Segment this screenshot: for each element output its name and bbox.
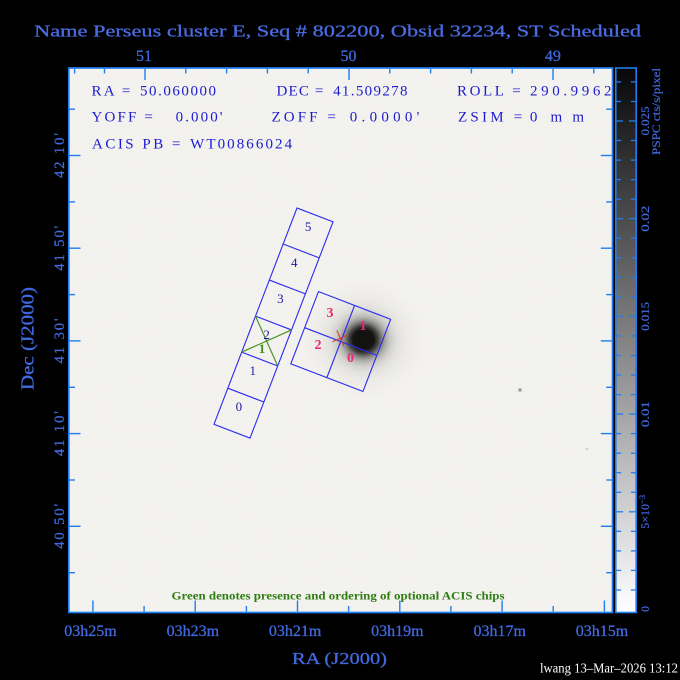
svg-text:DEC =: DEC = bbox=[277, 84, 324, 100]
svg-text:0.015: 0.015 bbox=[638, 302, 652, 331]
svg-text:0.01: 0.01 bbox=[638, 401, 652, 427]
svg-text:03h17m: 03h17m bbox=[473, 623, 526, 640]
svg-text:2: 2 bbox=[263, 327, 270, 342]
svg-text:0: 0 bbox=[236, 399, 243, 414]
svg-text:ACIS PB =: ACIS PB = bbox=[92, 137, 180, 153]
svg-text:RA (J2000): RA (J2000) bbox=[292, 649, 387, 668]
svg-text:RA =: RA = bbox=[92, 84, 131, 100]
svg-text:41.509278: 41.509278 bbox=[333, 84, 407, 100]
svg-text:5×10−3: 5×10−3 bbox=[637, 495, 652, 529]
svg-text:50.060000: 50.060000 bbox=[140, 84, 216, 100]
svg-text:03h25m: 03h25m bbox=[64, 623, 117, 640]
svg-text:ZSIM =: ZSIM = bbox=[458, 110, 522, 126]
svg-text:Green denotes presence and ord: Green denotes presence and ordering of o… bbox=[172, 589, 505, 603]
svg-text:03h19m: 03h19m bbox=[371, 623, 424, 640]
svg-text:WT00866024: WT00866024 bbox=[190, 137, 293, 153]
svg-text:50: 50 bbox=[341, 48, 357, 65]
svg-text:PSPC cts/s/pixel: PSPC cts/s/pixel bbox=[649, 67, 663, 155]
svg-text:03h23m: 03h23m bbox=[167, 623, 220, 640]
svg-text:4: 4 bbox=[291, 255, 298, 270]
svg-text:0.02: 0.02 bbox=[638, 206, 652, 232]
svg-text:290.9962: 290.9962 bbox=[530, 84, 612, 100]
svg-text:41 30': 41 30' bbox=[52, 318, 68, 363]
svg-text:41 10': 41 10' bbox=[52, 411, 68, 456]
svg-text:0: 0 bbox=[530, 110, 538, 126]
svg-text:0: 0 bbox=[347, 351, 354, 366]
svg-text:3: 3 bbox=[277, 291, 284, 306]
svg-text:2: 2 bbox=[315, 338, 322, 353]
svg-text:40 50': 40 50' bbox=[52, 504, 68, 549]
svg-text:51: 51 bbox=[136, 48, 152, 65]
svg-text:5: 5 bbox=[305, 219, 312, 234]
svg-text:3: 3 bbox=[327, 306, 334, 321]
svg-text:49: 49 bbox=[545, 48, 561, 65]
svg-text:41 50': 41 50' bbox=[52, 226, 68, 271]
svg-text:03h15m: 03h15m bbox=[576, 623, 629, 640]
svg-text:Dec (J2000): Dec (J2000) bbox=[18, 287, 38, 390]
svg-text:ZOFF =: ZOFF = bbox=[272, 110, 336, 126]
svg-text:1: 1 bbox=[360, 319, 367, 334]
svg-text:Name Perseus cluster E, Seq #: Name Perseus cluster E, Seq # 802200, Ob… bbox=[34, 22, 642, 41]
svg-text:42 10': 42 10' bbox=[52, 133, 68, 178]
svg-text:1: 1 bbox=[250, 363, 257, 378]
svg-text:1: 1 bbox=[259, 341, 266, 356]
svg-text:0: 0 bbox=[638, 606, 652, 612]
svg-text:YOFF =: YOFF = bbox=[92, 110, 153, 126]
svg-text:lwang 13–Mar–2026 13:12: lwang 13–Mar–2026 13:12 bbox=[540, 662, 678, 677]
svg-text:03h21m: 03h21m bbox=[269, 623, 322, 640]
svg-text:0.025: 0.025 bbox=[638, 107, 652, 136]
